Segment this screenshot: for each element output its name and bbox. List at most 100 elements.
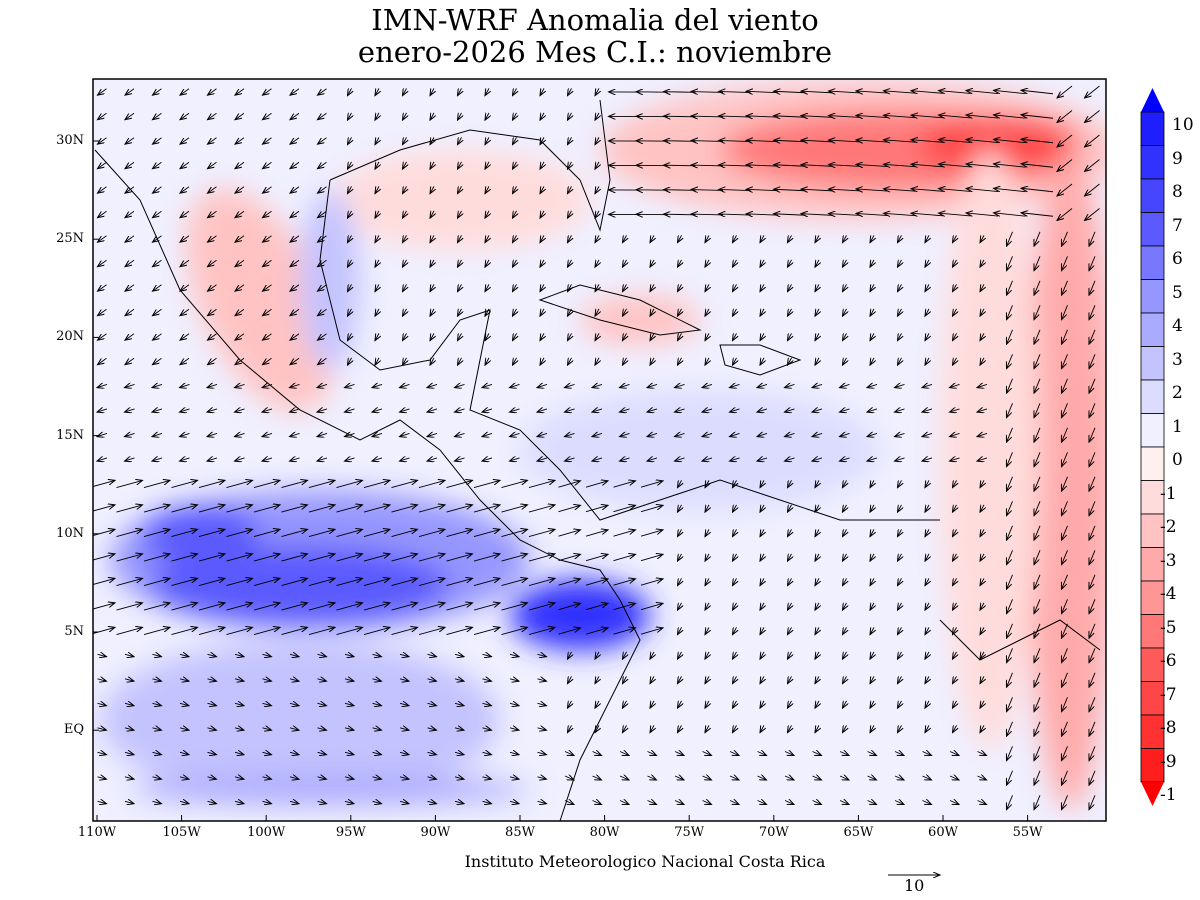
wind-vector [558, 530, 581, 537]
wind-vector [949, 801, 959, 805]
wind-vector [153, 112, 162, 119]
wind-vector [702, 384, 713, 387]
wind-vector [788, 701, 792, 708]
wind-vector [650, 235, 654, 242]
wind-vector [1007, 648, 1013, 662]
wind-vector [953, 725, 957, 732]
wind-vector [263, 333, 272, 340]
wind-vector [650, 652, 654, 659]
wind-vector [613, 579, 636, 586]
wind-vector [427, 679, 437, 681]
colorbar-label: -4 [1160, 584, 1177, 604]
wind-vector [980, 235, 984, 242]
wind-vector [171, 627, 198, 636]
wind-vector [152, 433, 163, 436]
wind-vector [180, 433, 190, 436]
wind-vector [235, 458, 245, 461]
wind-vector [262, 728, 272, 730]
wind-vector [953, 284, 957, 291]
wind-vector [226, 505, 253, 513]
wind-vector [208, 210, 217, 217]
wind-vector [650, 309, 654, 316]
wind-vector [430, 260, 434, 267]
wind-vector [290, 308, 300, 315]
lon-tick-label: 110W [77, 825, 117, 840]
wind-vector [344, 801, 354, 803]
colorbar-box [1140, 145, 1165, 180]
wind-vector [592, 433, 603, 436]
wind-vector [619, 801, 629, 805]
wind-vector [116, 554, 143, 562]
wind-vector [613, 554, 636, 562]
wind-vector [482, 409, 493, 412]
wind-vector [263, 161, 272, 168]
wind-vector [125, 409, 135, 412]
wind-vector [180, 210, 190, 217]
lat-tick-label: 10N [56, 525, 84, 541]
wind-vector [895, 384, 905, 387]
wind-vector [235, 433, 245, 436]
wind-vector [125, 88, 135, 95]
colorbar-box [1140, 379, 1165, 414]
wind-vector [925, 603, 929, 610]
wind-vector [1062, 403, 1068, 417]
wind-vector [870, 358, 874, 365]
wind-vector [348, 162, 352, 169]
wind-vector [207, 679, 217, 681]
wind-vector [843, 701, 847, 708]
wind-vector [733, 554, 737, 561]
wind-vector [98, 210, 107, 217]
wind-vector [760, 676, 764, 683]
wind-vector [509, 679, 519, 681]
wind-vector [980, 284, 984, 291]
wind-vector [171, 480, 198, 489]
wind-vector [427, 777, 437, 779]
wind-vector [509, 801, 519, 803]
wind-vector [430, 333, 434, 340]
wind-vector [757, 409, 768, 412]
wind-vector [116, 480, 143, 489]
wind-vector [1089, 354, 1096, 368]
wind-vector [733, 309, 737, 316]
wind-vector [613, 481, 636, 488]
wind-vector [98, 235, 107, 242]
wind-vector [839, 752, 849, 756]
wind-vector [870, 627, 874, 634]
wind-vector [705, 284, 709, 291]
wind-vector [348, 88, 352, 95]
wind-vector [953, 309, 957, 316]
wind-vector [400, 458, 410, 461]
wind-vector [1089, 452, 1096, 466]
wind-vector [235, 112, 245, 119]
wind-vector [290, 88, 300, 95]
wind-vector [705, 627, 709, 634]
colorbar-box [1140, 279, 1165, 314]
wind-vector [375, 333, 379, 340]
wind-vector [537, 679, 547, 681]
wind-vector [1062, 452, 1068, 466]
wind-vector [815, 358, 819, 365]
wind-vector [97, 409, 108, 412]
wind-vector [870, 578, 874, 585]
wind-vector [647, 458, 658, 461]
wind-vector [950, 433, 960, 436]
wind-vector [391, 627, 418, 636]
wind-vector [925, 284, 929, 291]
wind-vector [317, 801, 327, 803]
wind-vector [568, 260, 572, 267]
wind-vector [613, 628, 636, 635]
wind-vector [207, 777, 217, 779]
wind-vector [124, 728, 134, 730]
wind-vector [595, 725, 599, 732]
wind-vector [473, 603, 500, 611]
wind-vector [1085, 134, 1100, 147]
wind-vector [317, 703, 327, 705]
wind-vector [1007, 623, 1013, 638]
wind-vector [473, 529, 500, 538]
wind-vector [391, 603, 418, 611]
wind-vector [152, 752, 162, 754]
wind-vector [760, 725, 764, 732]
wind-vector [344, 728, 354, 730]
wind-vector [568, 137, 572, 144]
wind-vector [898, 603, 902, 610]
